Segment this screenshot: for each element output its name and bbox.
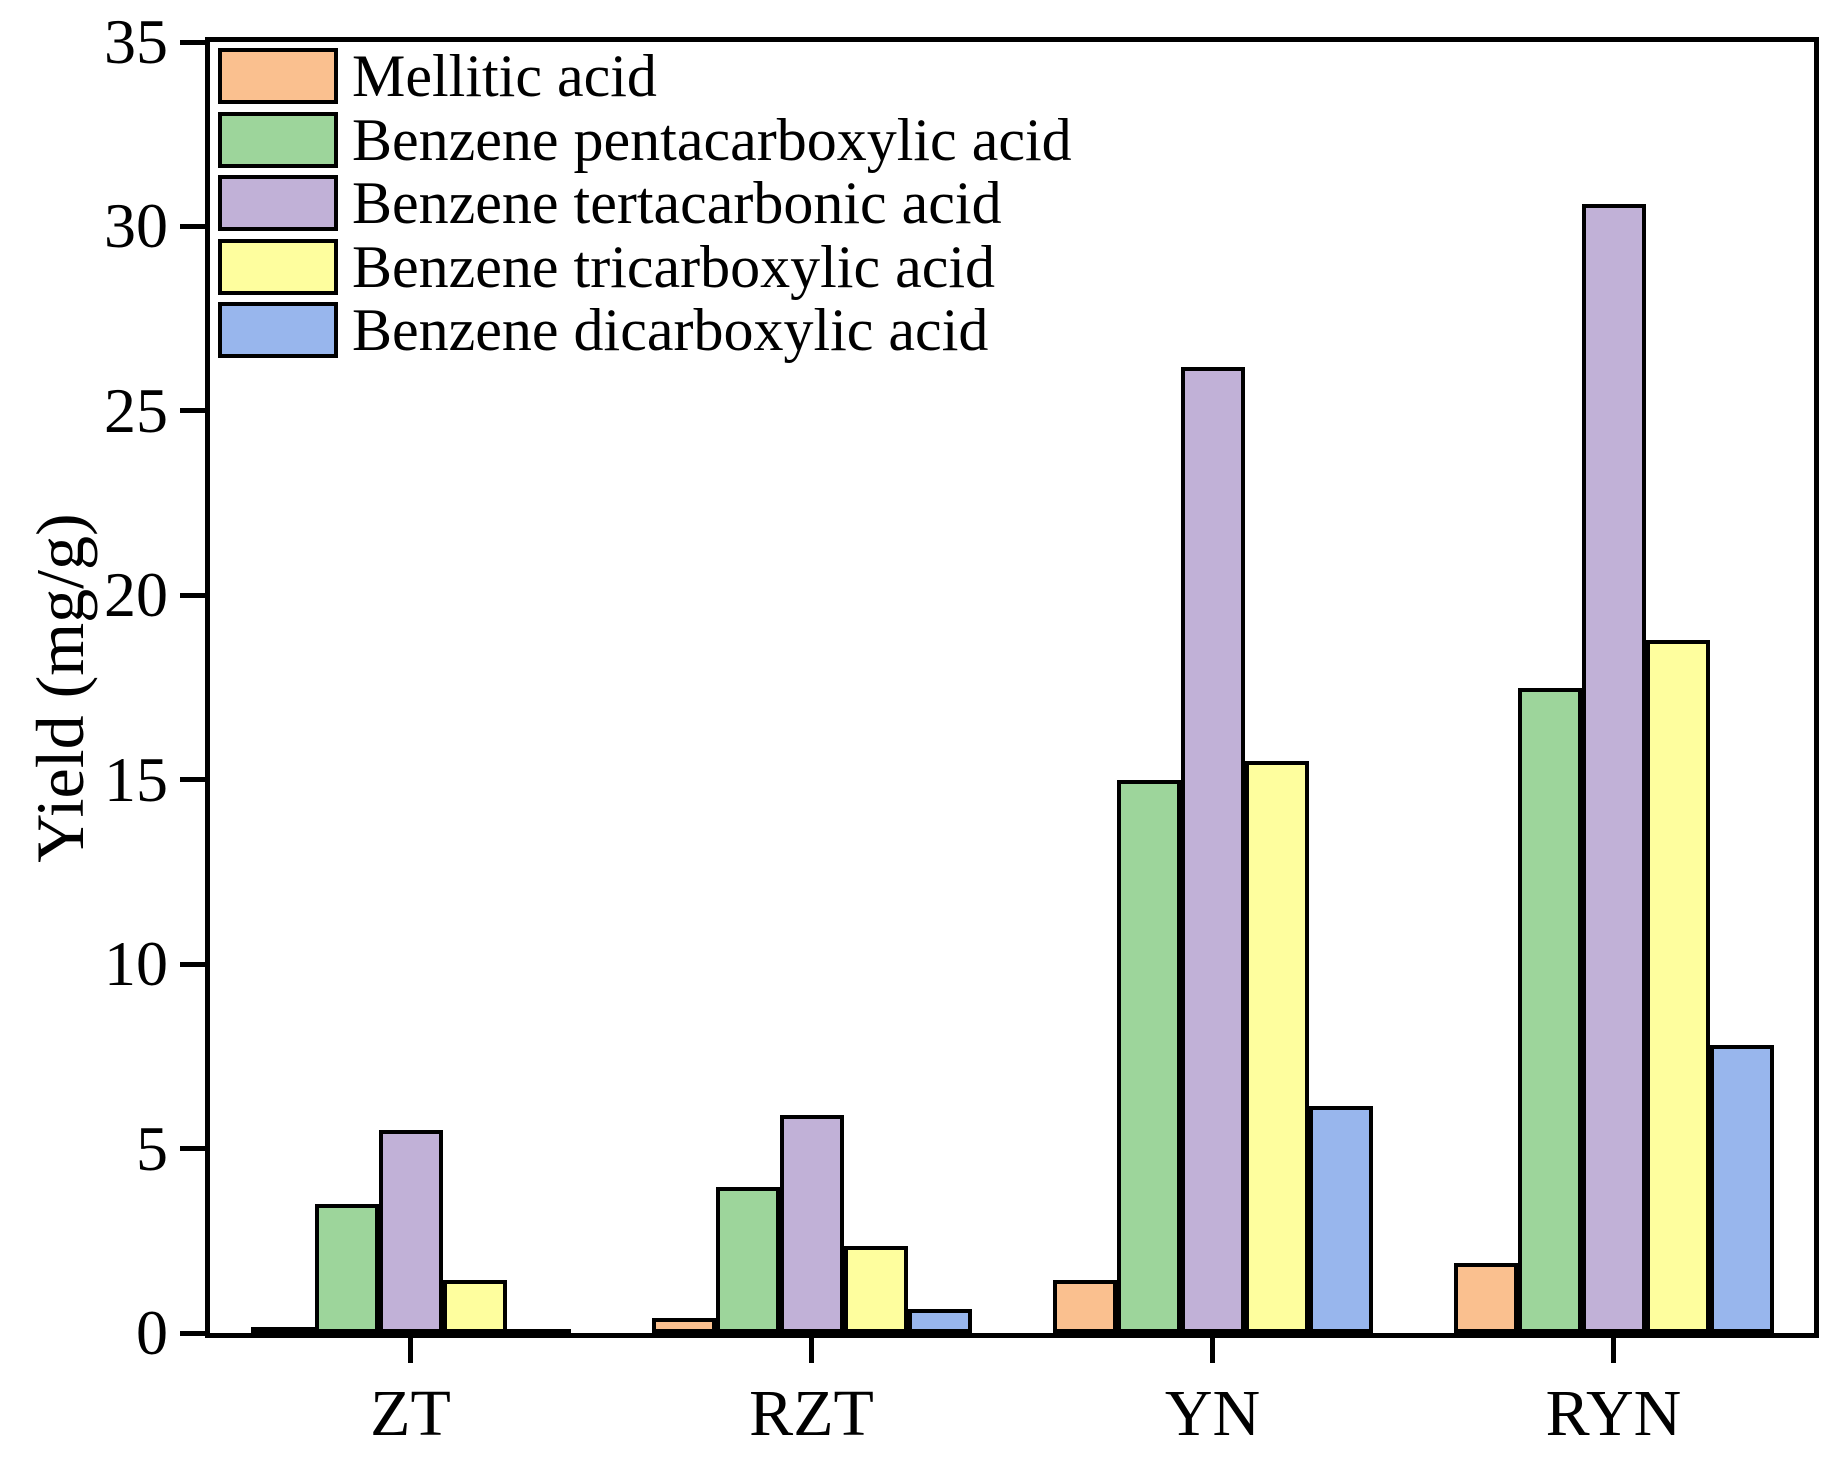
bar-zt-mellitic-acid — [250, 1327, 315, 1336]
bar-zt-benzene-tricarboxylic-acid — [442, 1279, 507, 1333]
bar-yn-benzene-tertacarbonic-acid — [1180, 366, 1245, 1333]
bar-ryn-benzene-pentacarboxylic-acid — [1517, 687, 1582, 1333]
y-axis-tick — [180, 1146, 205, 1152]
bar-ryn-benzene-dicarboxylic-acid — [1709, 1045, 1774, 1333]
bar-zt-benzene-dicarboxylic-acid — [506, 1329, 571, 1337]
legend-swatch-mellitic-acid — [218, 48, 338, 104]
y-axis-title: Yield (mg/g) — [22, 512, 98, 863]
y-axis-tick — [180, 961, 205, 967]
y-axis-tick-label: 10 — [104, 928, 168, 1000]
bar-ryn-mellitic-acid — [1453, 1262, 1518, 1333]
x-axis-tick — [1611, 1338, 1616, 1363]
y-axis-tick-label: 20 — [104, 559, 168, 631]
x-axis-tick-label-yn: YN — [1164, 1377, 1261, 1450]
x-axis-tick-label-rzt: RZT — [749, 1377, 874, 1450]
y-axis-tick — [180, 1330, 205, 1336]
bar-zt-benzene-tertacarbonic-acid — [378, 1130, 443, 1333]
y-axis-tick — [180, 223, 205, 229]
bar-yn-benzene-dicarboxylic-acid — [1308, 1106, 1373, 1333]
bar-rzt-benzene-tertacarbonic-acid — [779, 1115, 844, 1333]
legend-label-benzene-pentacarboxylic-acid: Benzene pentacarboxylic acid — [352, 106, 1072, 173]
y-axis-tick — [180, 39, 205, 45]
y-axis-tick — [180, 777, 205, 783]
y-axis-tick-label: 25 — [104, 374, 168, 446]
y-axis-tick — [180, 408, 205, 414]
bar-yn-benzene-tricarboxylic-acid — [1244, 761, 1309, 1333]
x-axis-tick — [408, 1338, 413, 1363]
y-axis-tick-label: 30 — [104, 190, 168, 262]
bar-yn-mellitic-acid — [1052, 1279, 1117, 1333]
bar-rzt-benzene-pentacarboxylic-acid — [715, 1187, 780, 1333]
legend-label-benzene-tertacarbonic-acid: Benzene tertacarbonic acid — [352, 170, 1002, 236]
legend-swatch-benzene-tertacarbonic-acid — [218, 175, 338, 231]
bar-zt-benzene-pentacarboxylic-acid — [314, 1203, 379, 1333]
legend-label-benzene-dicarboxylic-acid: Benzene dicarboxylic acid — [352, 297, 989, 363]
x-axis-tick-label-ryn: RYN — [1545, 1377, 1682, 1450]
y-axis-tick-label: 0 — [136, 1297, 168, 1368]
y-axis-tick-label: 15 — [104, 743, 168, 815]
x-axis-tick — [809, 1338, 814, 1363]
bar-ryn-benzene-tertacarbonic-acid — [1581, 204, 1646, 1333]
y-axis-tick-label: 35 — [104, 6, 168, 77]
x-axis-tick-label-zt: ZT — [370, 1377, 451, 1450]
legend-label-mellitic-acid: Mellitic acid — [352, 43, 657, 109]
legend-label-benzene-tricarboxylic-acid: Benzene tricarboxylic acid — [352, 233, 996, 300]
bar-rzt-benzene-tricarboxylic-acid — [843, 1246, 908, 1333]
legend-swatch-benzene-dicarboxylic-acid — [218, 302, 338, 358]
legend-swatch-benzene-tricarboxylic-acid — [218, 238, 338, 295]
bar-rzt-benzene-dicarboxylic-acid — [907, 1309, 972, 1333]
legend-swatch-benzene-pentacarboxylic-acid — [218, 111, 338, 168]
bar-ryn-benzene-tricarboxylic-acid — [1645, 639, 1710, 1333]
y-axis-tick — [180, 592, 205, 598]
bar-rzt-mellitic-acid — [651, 1318, 716, 1333]
y-axis-tick-label: 5 — [136, 1112, 168, 1184]
x-axis-tick — [1210, 1338, 1215, 1363]
bar-yn-benzene-pentacarboxylic-acid — [1116, 779, 1181, 1333]
